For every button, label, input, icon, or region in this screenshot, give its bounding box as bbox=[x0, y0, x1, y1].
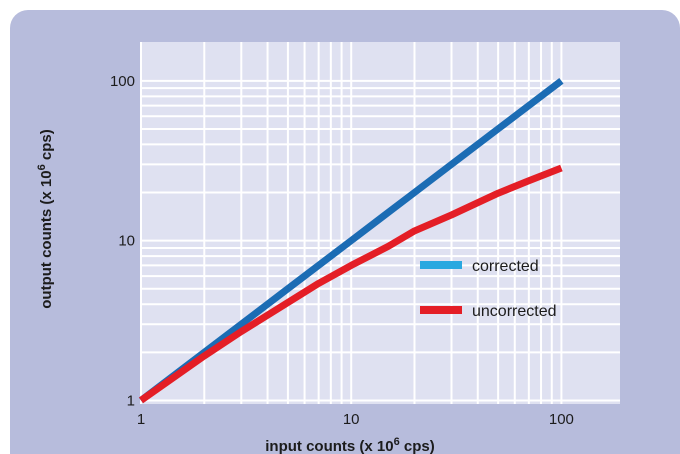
x-tick-label: 1 bbox=[137, 411, 145, 428]
grid bbox=[140, 42, 620, 404]
legend: corrected uncorrected bbox=[420, 258, 557, 320]
tick-labels: 1 10 100 1 10 100 bbox=[110, 73, 574, 428]
x-tick-label: 100 bbox=[549, 411, 574, 428]
legend-swatch-corrected bbox=[420, 261, 462, 269]
x-tick-label: 10 bbox=[343, 411, 360, 428]
legend-swatch-uncorrected bbox=[420, 306, 462, 314]
y-tick-label: 10 bbox=[118, 233, 135, 250]
y-axis-label: output counts (x 106 cps) bbox=[36, 129, 55, 308]
series-layer bbox=[138, 78, 564, 404]
legend-label-corrected: corrected bbox=[472, 258, 539, 275]
x-axis-label: input counts (x 106 cps) bbox=[265, 436, 434, 454]
series-line-uncorrected bbox=[138, 164, 563, 404]
legend-label-uncorrected: uncorrected bbox=[472, 303, 557, 320]
y-tick-label: 100 bbox=[110, 73, 135, 90]
y-tick-label: 1 bbox=[127, 392, 135, 409]
